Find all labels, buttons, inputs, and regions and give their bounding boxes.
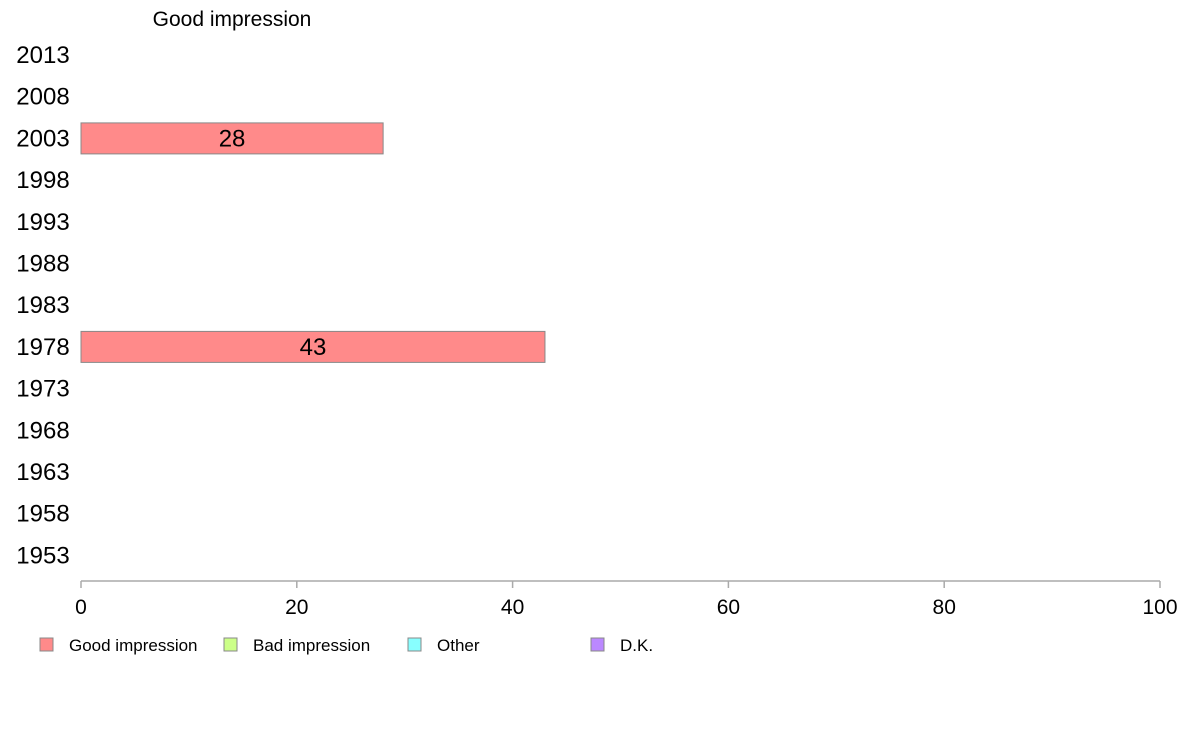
y-tick-label-1963: 1963	[16, 459, 69, 486]
legend-swatch-other	[407, 637, 422, 652]
legend-swatch-good-impression	[39, 637, 54, 652]
x-tick-label-80: 80	[933, 596, 956, 619]
bar-value-label-1978: 43	[300, 334, 327, 361]
bar-2003	[80, 122, 384, 155]
y-tick-label-1993: 1993	[16, 209, 69, 236]
legend-swatch-bad-impression	[223, 637, 238, 652]
x-axis: 0 20 40 60 80 100	[75, 580, 1178, 619]
chart-title: Good impression	[153, 8, 312, 31]
y-tick-label-1978: 1978	[16, 334, 69, 361]
y-tick-label-2008: 2008	[16, 84, 69, 111]
bar-1978	[80, 330, 546, 363]
x-tick-label-40: 40	[501, 596, 524, 619]
x-tick-label-100: 100	[1142, 596, 1177, 619]
y-tick-label-2013: 2013	[16, 42, 69, 69]
y-tick-label-1988: 1988	[16, 251, 69, 278]
legend-label-d-k: D.K.	[620, 636, 653, 655]
bar-value-label-2003: 28	[219, 125, 246, 152]
legend: Good impression Bad impression Other D.K.	[39, 636, 653, 655]
y-tick-label-1983: 1983	[16, 292, 69, 319]
y-tick-label-1968: 1968	[16, 417, 69, 444]
y-tick-label-1998: 1998	[16, 167, 69, 194]
y-tick-label-1958: 1958	[16, 501, 69, 528]
x-tick-label-60: 60	[717, 596, 740, 619]
y-axis-labels: 2013 2008 2003 1998 1993 1988 1983 1978 1973 1968…	[16, 42, 69, 569]
y-tick-label-2003: 2003	[16, 125, 69, 152]
legend-label-good-impression: Good impression	[69, 636, 198, 655]
x-tick-label-20: 20	[285, 596, 308, 619]
legend-label-other: Other	[437, 636, 480, 655]
bar-series: 28 43	[80, 122, 546, 363]
legend-label-bad-impression: Bad impression	[253, 636, 370, 655]
y-tick-label-1953: 1953	[16, 542, 69, 569]
y-tick-label-1973: 1973	[16, 376, 69, 403]
x-tick-label-0: 0	[75, 596, 87, 619]
legend-swatch-d-k	[590, 637, 605, 652]
